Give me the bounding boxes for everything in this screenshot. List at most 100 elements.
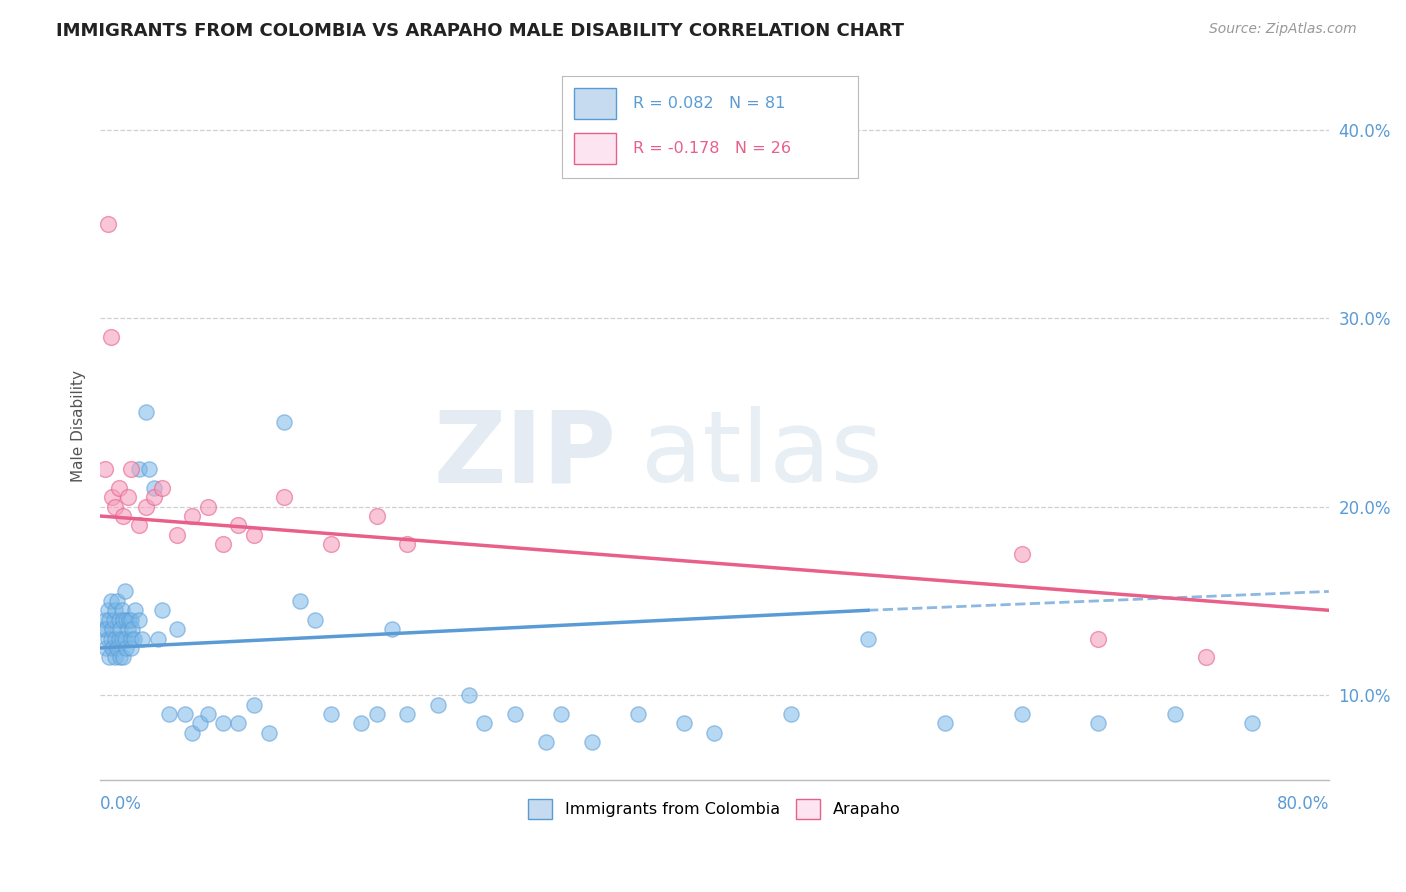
Point (111, 603, 134, 617)
Point (104, 650, 127, 665)
Point (96, 622, 118, 636)
Point (780, 706, 803, 721)
Point (120, 613, 142, 627)
Point (128, 462, 150, 476)
Text: R = -0.178   N = 26: R = -0.178 N = 26 (633, 141, 792, 156)
Point (166, 622, 188, 636)
Point (121, 622, 143, 636)
Point (96, 640, 118, 655)
Point (100, 330, 122, 344)
Point (856, 632, 879, 646)
Point (105, 640, 128, 655)
FancyBboxPatch shape (574, 133, 616, 164)
Point (115, 640, 138, 655)
Point (142, 490, 165, 504)
Point (93, 462, 115, 476)
Point (135, 405, 157, 419)
Point (97, 632, 120, 646)
Point (472, 716, 495, 731)
Point (98, 613, 121, 627)
Point (212, 537, 235, 551)
Point (115, 613, 138, 627)
Point (101, 622, 124, 636)
Point (114, 632, 136, 646)
Y-axis label: Male Disability: Male Disability (72, 370, 86, 483)
Point (150, 481, 173, 495)
Point (273, 490, 295, 504)
Point (112, 508, 135, 523)
Point (128, 613, 150, 627)
Point (427, 698, 450, 712)
Point (104, 603, 127, 617)
Point (381, 622, 404, 636)
Point (107, 613, 129, 627)
Point (934, 716, 956, 731)
Point (148, 632, 170, 646)
Point (1087, 716, 1109, 731)
Point (128, 518, 150, 533)
Text: 80.0%: 80.0% (1277, 795, 1329, 813)
Point (1087, 632, 1109, 646)
Point (122, 632, 145, 646)
Point (105, 594, 128, 608)
Point (118, 613, 141, 627)
Point (273, 415, 295, 429)
Point (97, 217, 120, 231)
Text: Source: ZipAtlas.com: Source: ZipAtlas.com (1209, 22, 1357, 37)
Point (124, 603, 146, 617)
Point (672, 716, 695, 731)
Legend: Immigrants from Colombia, Arapaho: Immigrants from Colombia, Arapaho (522, 793, 907, 825)
Point (117, 490, 139, 504)
Point (396, 706, 419, 721)
Point (1240, 716, 1263, 731)
Point (103, 613, 125, 627)
Point (197, 500, 219, 514)
Point (131, 632, 153, 646)
Point (101, 490, 124, 504)
Text: 0.0%: 0.0% (100, 795, 142, 813)
Point (257, 726, 280, 740)
Point (181, 726, 204, 740)
Point (101, 640, 124, 655)
Point (138, 462, 160, 476)
Point (104, 632, 127, 646)
Point (120, 632, 142, 646)
Point (173, 706, 195, 721)
Point (114, 584, 136, 599)
Text: R = 0.082   N = 81: R = 0.082 N = 81 (633, 96, 786, 111)
Point (366, 706, 388, 721)
Point (97, 603, 120, 617)
Point (157, 706, 180, 721)
Point (107, 632, 129, 646)
Point (288, 594, 311, 608)
Point (503, 706, 526, 721)
Point (91, 622, 114, 636)
Point (703, 726, 725, 740)
Point (98, 650, 121, 665)
Point (181, 508, 204, 523)
Point (627, 706, 650, 721)
Point (197, 706, 219, 721)
Point (242, 698, 264, 712)
Point (112, 613, 135, 627)
Point (396, 537, 419, 551)
Point (581, 735, 603, 749)
Point (212, 716, 235, 731)
Point (150, 603, 173, 617)
Text: IMMIGRANTS FROM COLOMBIA VS ARAPAHO MALE DISABILITY CORRELATION CHART: IMMIGRANTS FROM COLOMBIA VS ARAPAHO MALE… (56, 22, 904, 40)
Point (120, 462, 142, 476)
Point (108, 622, 131, 636)
Point (1195, 650, 1218, 665)
Point (111, 632, 134, 646)
Point (550, 706, 572, 721)
Point (1011, 706, 1033, 721)
Point (93, 613, 115, 627)
Point (104, 500, 127, 514)
Point (304, 613, 326, 627)
Point (100, 594, 122, 608)
Point (319, 706, 342, 721)
Point (120, 640, 142, 655)
Point (117, 622, 139, 636)
Point (166, 528, 188, 542)
Point (242, 528, 264, 542)
